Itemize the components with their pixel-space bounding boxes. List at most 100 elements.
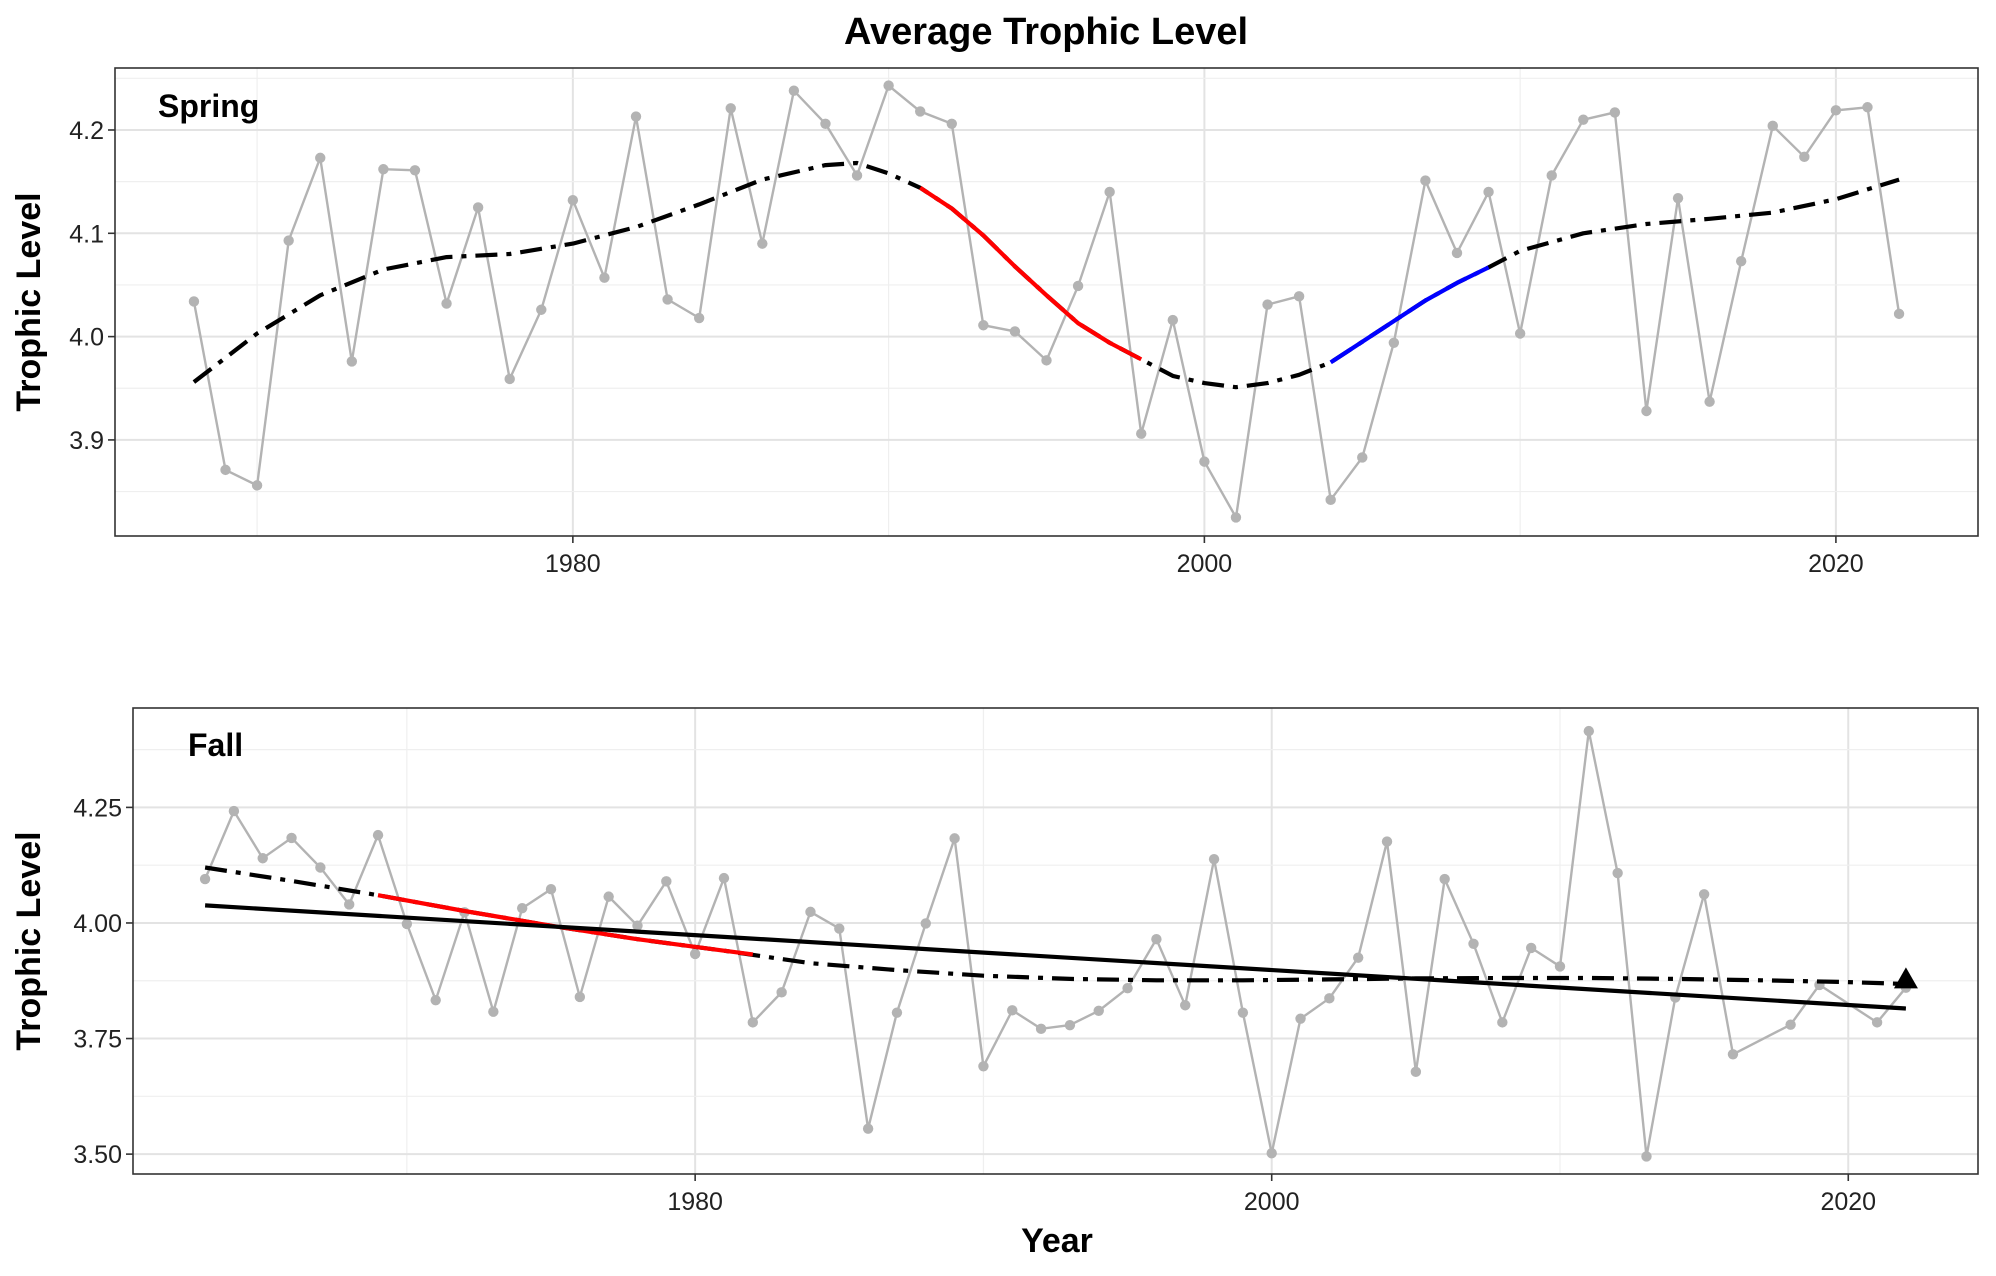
spring-observed-point <box>914 106 926 117</box>
fall-observed-point <box>545 884 557 895</box>
spring-observed-point <box>1609 107 1621 118</box>
fall-observed-point <box>315 862 326 873</box>
spring-observed-point <box>1230 512 1242 523</box>
spring-observed-point <box>1388 337 1400 349</box>
fall-observed-point <box>1007 1005 1018 1016</box>
fall-observed-point <box>949 833 960 844</box>
fall-observed-point <box>1381 836 1393 847</box>
fall-observed-point <box>978 1061 989 1072</box>
spring-x-tick-label: 1980 <box>545 550 601 578</box>
spring-observed-point <box>1641 405 1652 417</box>
fall-observed-point <box>603 891 614 902</box>
spring-observed-point <box>567 195 579 206</box>
fall-observed-point <box>1525 942 1537 954</box>
fall-observed-line <box>203 730 1907 1157</box>
fall-observed-point <box>1035 1023 1047 1035</box>
fall-panel-frame <box>132 707 1979 1175</box>
fall-y-tick-label: 3.50 <box>73 1141 122 1169</box>
fall-observed-point <box>372 829 384 841</box>
fall-observed-point <box>401 918 413 930</box>
fall-observed-point <box>516 902 528 914</box>
spring-observed-point <box>251 480 263 491</box>
spring-observed-point <box>472 202 484 213</box>
spring-series <box>188 80 1905 523</box>
spring-observed-point <box>1262 299 1273 310</box>
spring-observed-point <box>1893 308 1905 320</box>
spring-panel: 1980 2000 2020 3.9 4.0 4.1 4.2 Spring Trophic … <box>10 67 1979 578</box>
fall-observed-point <box>747 1017 759 1028</box>
spring-observed-point <box>1104 186 1115 198</box>
spring-trend-decrease-line <box>919 186 1143 362</box>
fall-y-tick-label: 4.25 <box>73 794 122 822</box>
fall-y-tick-label: 3.75 <box>73 1026 122 1054</box>
spring-y-axis-title: Trophic Level <box>10 192 48 411</box>
spring-observed-point <box>1767 120 1778 132</box>
fall-observed-point <box>1785 1019 1796 1030</box>
spring-observed-point <box>1167 314 1179 326</box>
spring-observed-point <box>1735 255 1747 267</box>
fall-gridlines <box>133 708 1978 1174</box>
fall-panel: 1980 2000 2020 3.50 3.75 4.00 4.25 Fall Trophi… <box>10 707 1979 1216</box>
spring-observed-point <box>757 238 768 249</box>
fall-observed-point <box>661 876 672 887</box>
fall-observed-point <box>1612 867 1623 879</box>
fall-x-tick-label: 1980 <box>667 1188 723 1216</box>
fall-axes: 1980 2000 2020 3.50 3.75 4.00 4.25 <box>73 794 1876 1216</box>
fall-observed-point <box>228 805 240 817</box>
spring-observed-point <box>1578 114 1589 125</box>
spring-observed-point <box>599 272 610 283</box>
spring-observed-point <box>1704 396 1715 407</box>
fall-observed-point <box>1122 982 1133 994</box>
spring-observed-point <box>1325 494 1336 506</box>
spring-observed-point <box>1420 175 1431 186</box>
fall-observed-point <box>1266 1147 1277 1159</box>
spring-observed-point <box>346 356 358 367</box>
spring-observed-point <box>1483 186 1494 198</box>
fall-observed-point <box>1497 1017 1508 1028</box>
fall-observed-point <box>1727 1049 1739 1060</box>
spring-y-tick-label: 4.2 <box>69 117 104 145</box>
spring-x-tick-label: 2020 <box>1808 550 1864 578</box>
spring-observed-point <box>1072 280 1084 292</box>
spring-observed-point <box>1009 326 1021 337</box>
spring-observed-point <box>725 103 736 114</box>
fall-observed-point <box>430 994 441 1006</box>
fall-observed-point <box>574 991 586 1003</box>
spring-observed-point <box>1293 291 1305 302</box>
spring-observed-point <box>820 118 831 129</box>
fall-observed-point <box>776 987 787 998</box>
fall-observed-point <box>1064 1019 1076 1031</box>
spring-observed-point <box>978 320 989 331</box>
spring-observed-point <box>1041 355 1052 366</box>
fall-observed-point <box>805 906 816 918</box>
fall-observed-point <box>891 1007 903 1018</box>
fall-series <box>199 725 1918 1162</box>
fall-observed-point <box>1641 1151 1652 1162</box>
fall-y-axis-title: Trophic Level <box>10 831 48 1050</box>
fall-observed-point <box>1468 938 1479 949</box>
fall-trend-dashdot-line <box>204 865 1906 987</box>
spring-observed-point <box>851 170 863 181</box>
spring-observed-point <box>1357 452 1368 463</box>
fall-observed-point <box>1698 889 1710 900</box>
fall-x-tick-label: 2020 <box>1820 1188 1876 1216</box>
spring-observed-point <box>536 304 547 315</box>
fall-trend-linear-line <box>204 903 1907 1011</box>
fall-trend-decrease-line <box>377 893 754 957</box>
spring-observed-point <box>315 152 326 164</box>
spring-observed-point <box>1862 102 1873 113</box>
fall-observed-point <box>1208 853 1220 865</box>
spring-observed-point <box>220 464 231 476</box>
fall-observed-point <box>1439 873 1450 885</box>
fall-observed-point <box>1295 1013 1306 1024</box>
fall-observed-point <box>286 832 297 844</box>
fall-y-tick-label: 4.00 <box>73 910 122 938</box>
fall-observed-point <box>257 853 268 864</box>
spring-observed-point <box>693 312 705 324</box>
fall-observed-point <box>1352 952 1364 963</box>
fall-triangle-marker <box>1893 967 1918 989</box>
fall-observed-point <box>344 899 355 910</box>
fall-observed-point <box>488 1006 499 1017</box>
spring-observed-point <box>946 118 957 129</box>
spring-trend-dashdot-line <box>192 160 1900 390</box>
